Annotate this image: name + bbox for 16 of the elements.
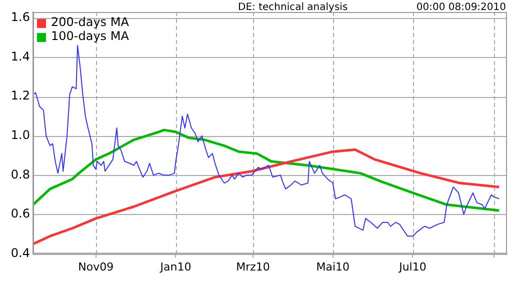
y-tick-label: 0.4	[10, 246, 30, 260]
x-tick-label: Nov09	[78, 260, 114, 274]
annotation: 00:00 08:09:2010	[416, 2, 506, 13]
x-tick-label: Jul10	[398, 260, 426, 274]
y-tick-label: 1.4	[10, 49, 30, 64]
x-tick-label: Mai10	[316, 260, 350, 274]
legend-label: 200-days MA	[51, 15, 130, 30]
x-tick-label: Jan10	[159, 260, 192, 274]
y-tick-label: 1.2	[10, 88, 30, 103]
x-tick-label: Mrz10	[236, 260, 270, 274]
y-tick-label: 1.6	[10, 10, 30, 24]
chart-title: DE: technical analysis	[238, 2, 348, 13]
legend-label: 100-days MA	[51, 29, 130, 44]
y-tick-label: 0.8	[10, 167, 30, 182]
y-tick-label: 0.6	[10, 206, 30, 221]
y-tick-label: 1.0	[10, 128, 30, 142]
